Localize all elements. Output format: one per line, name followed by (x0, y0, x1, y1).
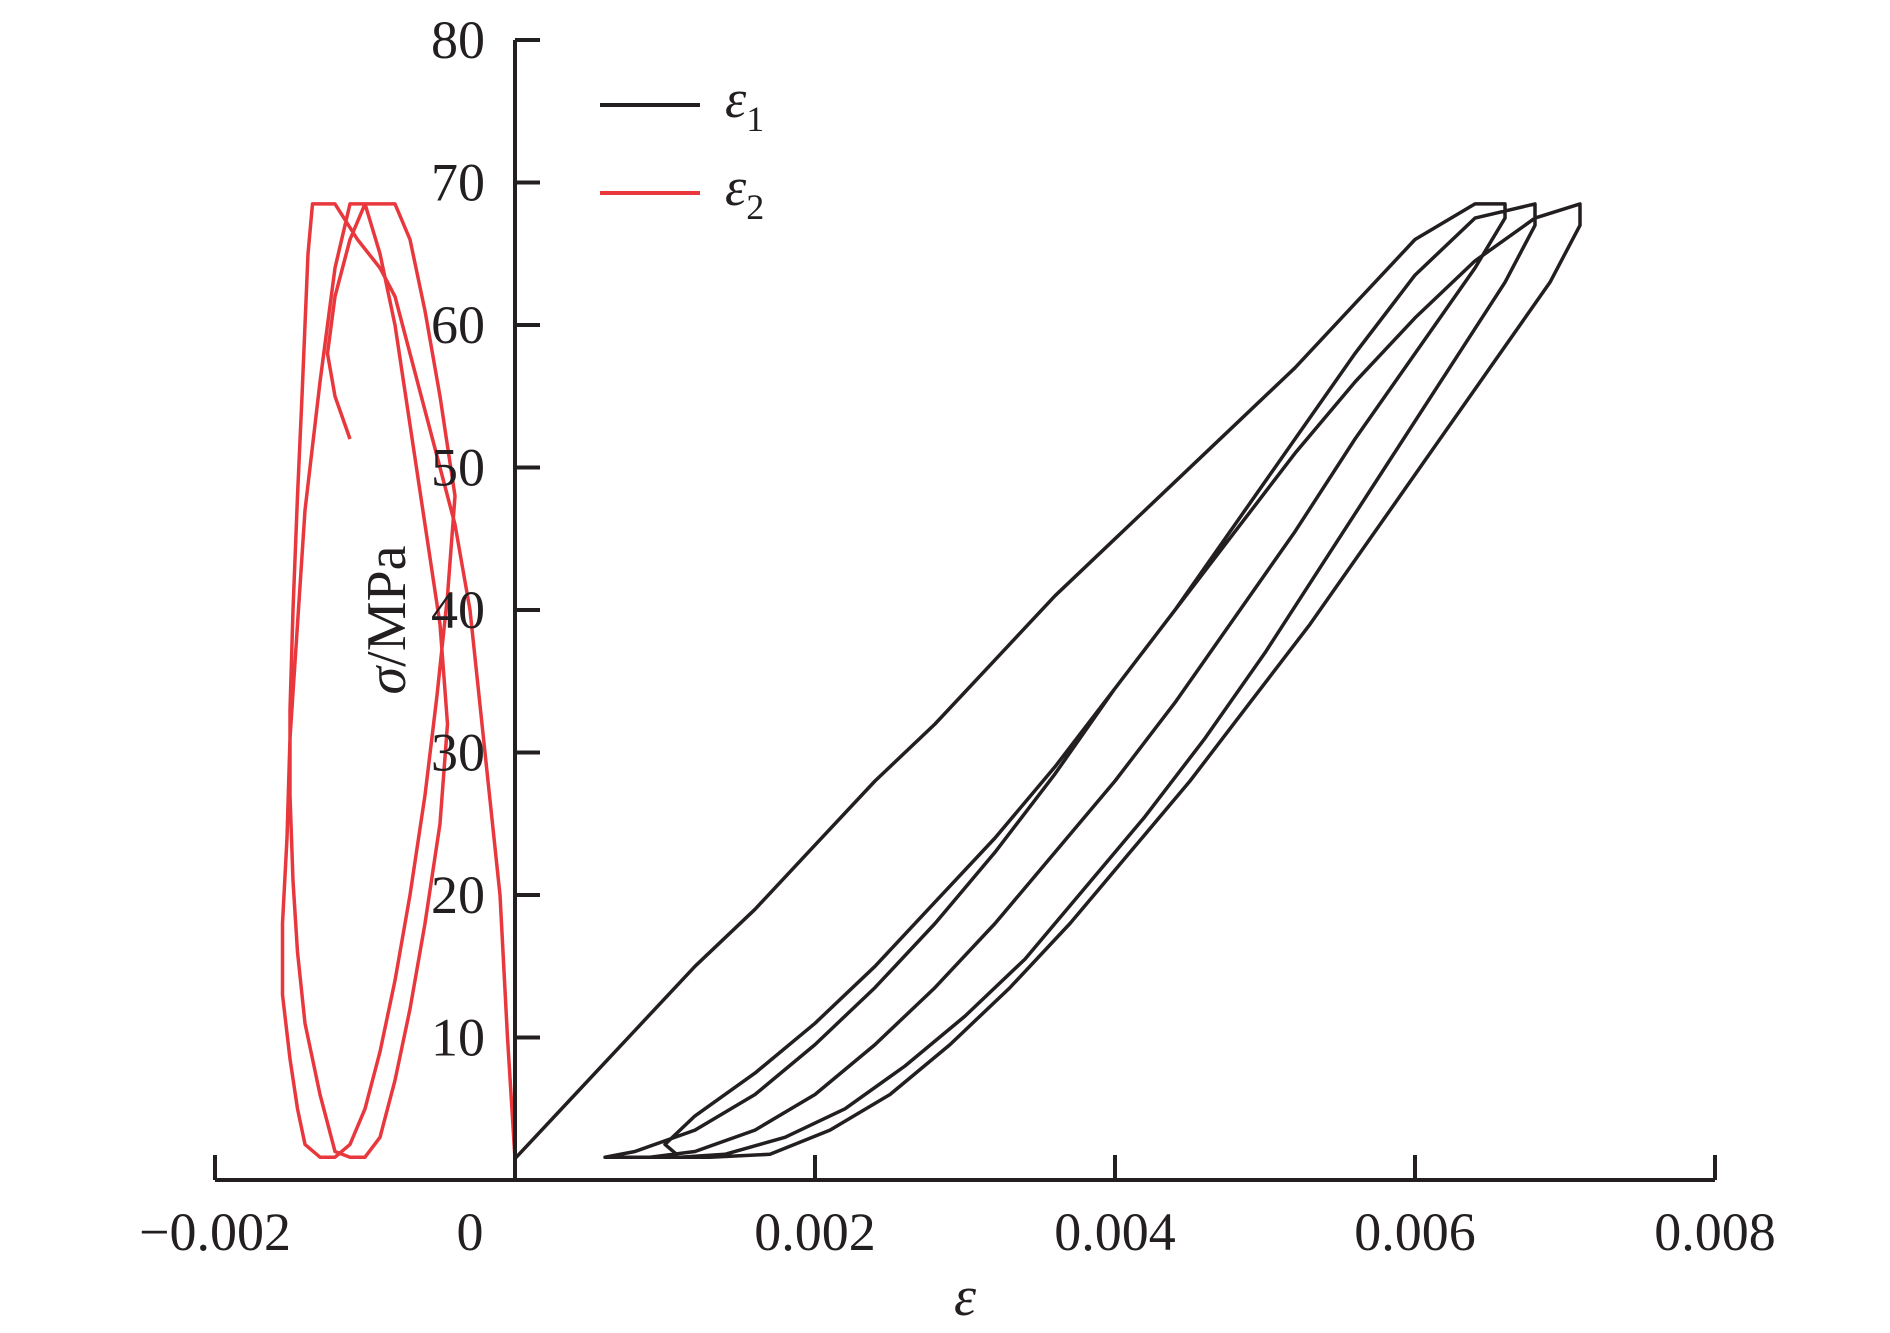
x-tick-label: 0.002 (754, 1202, 876, 1262)
x-tick-label: 0 (457, 1202, 484, 1262)
x-axis-ticks: −0.002 0 0.002 0.004 0.006 0.008 (139, 1155, 1776, 1262)
y-axis-title: σ/MPa (356, 545, 418, 694)
x-tick-label: 0.006 (1354, 1202, 1476, 1262)
y-tick-label: 40 (431, 580, 485, 640)
y-tick-label: 30 (431, 723, 485, 783)
y-tick-label: 20 (431, 865, 485, 925)
y-tick-label: 70 (431, 153, 485, 213)
y-axis-ticks: 10 20 30 40 50 60 70 80 (431, 10, 540, 1068)
x-axis-title: ε (954, 1266, 977, 1328)
series-line-2 (280, 202, 517, 1159)
series-line-1 (513, 202, 1582, 1160)
x-tick-label: 0.004 (1054, 1202, 1176, 1262)
y-tick-label: 10 (431, 1008, 485, 1068)
x-tick-label: −0.002 (139, 1202, 291, 1262)
y-tick-label: 80 (431, 10, 485, 70)
x-tick-label: 0.008 (1654, 1202, 1776, 1262)
y-tick-label: 60 (431, 295, 485, 355)
series-layer (280, 202, 1582, 1160)
y-tick-label: 50 (431, 438, 485, 498)
legend-label-2: ε2 (725, 157, 764, 227)
legend-label-1: ε1 (725, 69, 764, 139)
